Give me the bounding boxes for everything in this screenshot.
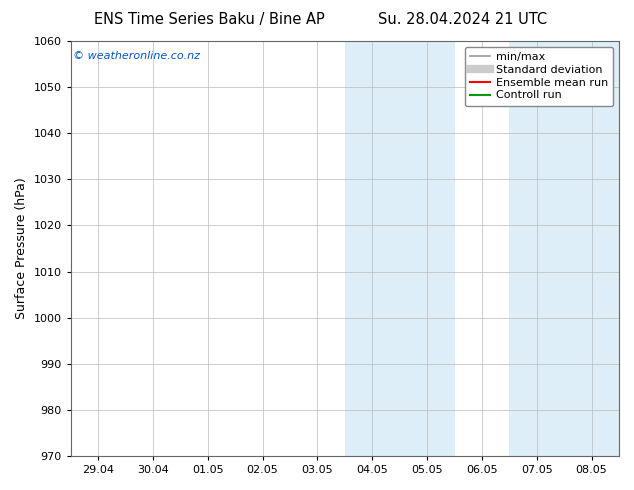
Bar bbox=[345, 41, 399, 456]
Bar bbox=[399, 41, 455, 456]
Text: © weatheronline.co.nz: © weatheronline.co.nz bbox=[74, 51, 200, 61]
Bar bbox=[564, 41, 619, 456]
Text: Su. 28.04.2024 21 UTC: Su. 28.04.2024 21 UTC bbox=[378, 12, 547, 27]
Bar bbox=[509, 41, 564, 456]
Legend: min/max, Standard deviation, Ensemble mean run, Controll run: min/max, Standard deviation, Ensemble me… bbox=[465, 47, 614, 106]
Y-axis label: Surface Pressure (hPa): Surface Pressure (hPa) bbox=[15, 178, 28, 319]
Text: ENS Time Series Baku / Bine AP: ENS Time Series Baku / Bine AP bbox=[94, 12, 325, 27]
